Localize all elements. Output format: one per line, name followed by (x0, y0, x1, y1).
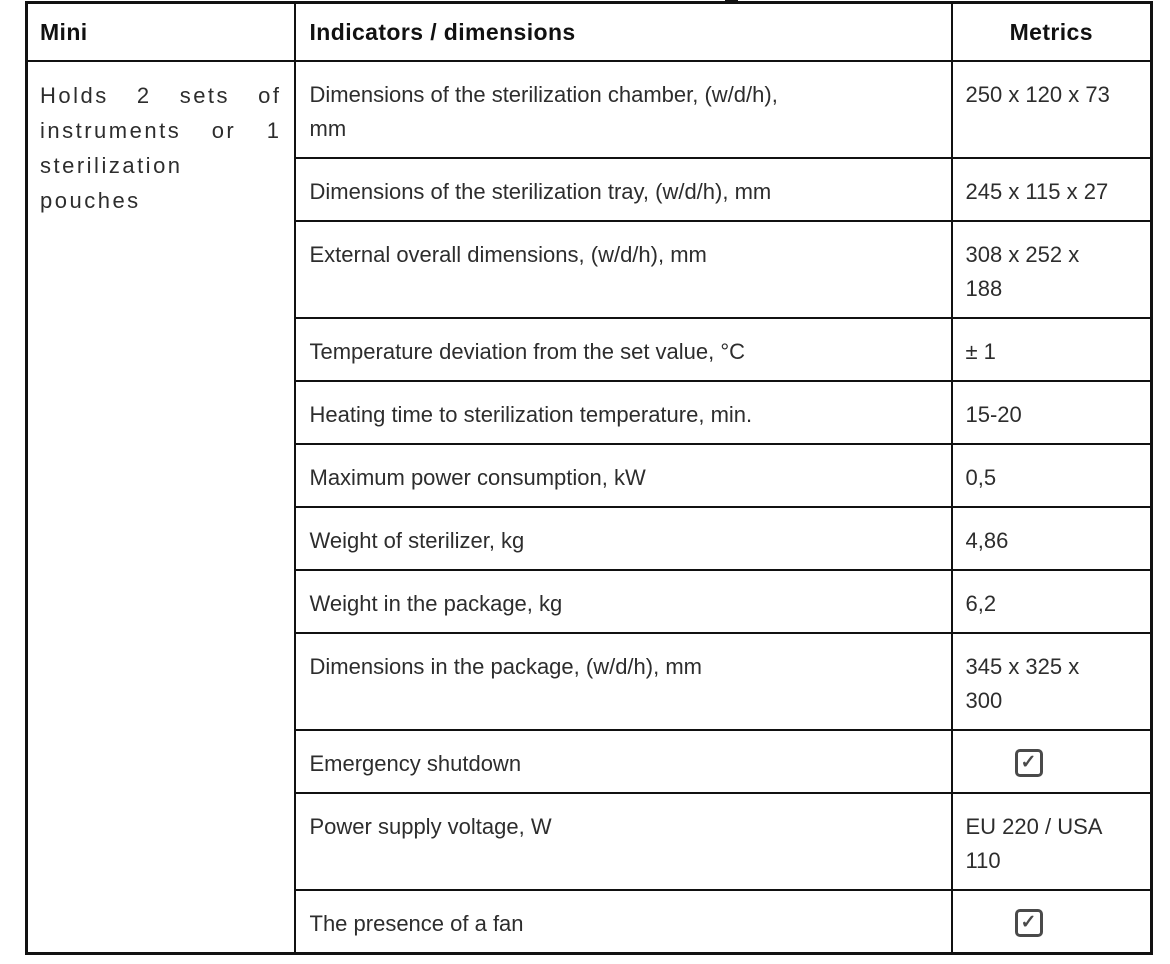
table-row: The presence of a fan ✓ (27, 889, 1153, 955)
table-row: Dimensions in the package, (w/d/h), mm 3… (27, 632, 1153, 731)
indicator-cell: Emergency shutdown (293, 729, 953, 794)
metric-value: 6,2 (965, 591, 997, 616)
metric-value: EU 220 / USA 110 (965, 814, 1102, 873)
metric-cell: 15-20 (950, 380, 1153, 445)
column-header-indicators: Indicators / dimensions (293, 1, 953, 62)
table-row: Heating time to sterilization temperatur… (27, 380, 1153, 445)
indicator-cell: Temperature deviation from the set value… (293, 317, 953, 382)
check-mark: ✓ (1020, 911, 1037, 933)
table-row: Maximum power consumption, kW 0,5 (27, 443, 1153, 508)
indicator-label: Weight in the package, kg (309, 591, 563, 616)
checkbox-checked-icon: ✓ (1014, 749, 1043, 777)
indicator-label: Weight of sterilizer, kg (309, 528, 525, 553)
metric-cell: ± 1 (950, 317, 1153, 382)
metric-cell: 6,2 (950, 569, 1153, 634)
indicator-cell: Heating time to sterilization temperatur… (293, 380, 953, 445)
table-row: Emergency shutdown ✓ (27, 729, 1153, 794)
spec-table-container: Mini Indicators / dimensions Metrics Hol… (25, 1, 1153, 955)
product-description-cell: Holds 2 sets of instruments or 1 sterili… (25, 60, 296, 955)
metric-cell: 0,5 (950, 443, 1153, 508)
indicator-label: Dimensions of the sterilization chamber,… (309, 82, 778, 141)
indicator-cell: The presence of a fan (293, 889, 953, 955)
metric-cell: ✓ (950, 889, 1153, 955)
table-row: Weight in the package, kg 6,2 (27, 569, 1153, 634)
metric-value: 15-20 (965, 402, 1022, 427)
metric-cell: 345 x 325 x 300 (950, 632, 1153, 731)
column-header-metrics: Metrics (950, 1, 1153, 62)
table-row: Weight of sterilizer, kg 4,86 (27, 506, 1153, 571)
indicator-cell: Power supply voltage, W (293, 792, 953, 891)
product-description: Holds 2 sets of instruments or 1 sterili… (40, 83, 282, 213)
indicator-label: External overall dimensions, (w/d/h), mm (309, 242, 707, 267)
metric-cell: EU 220 / USA 110 (950, 792, 1153, 891)
indicator-cell: Dimensions of the sterilization chamber,… (293, 60, 953, 159)
metric-value: 345 x 325 x 300 (965, 654, 1080, 713)
table-row: Power supply voltage, W EU 220 / USA 110 (27, 792, 1153, 891)
indicator-label: Maximum power consumption, kW (309, 465, 646, 490)
metric-cell: 250 x 120 x 73 (950, 60, 1153, 159)
indicator-label: Temperature deviation from the set value… (309, 339, 746, 364)
checkbox-checked-icon: ✓ (1014, 909, 1043, 937)
metric-cell: 4,86 (950, 506, 1153, 571)
indicator-label: Dimensions of the sterilization tray, (w… (309, 179, 772, 204)
spec-table: Mini Indicators / dimensions Metrics Hol… (25, 1, 1153, 955)
metric-value: 245 x 115 x 27 (965, 179, 1109, 204)
metric-value: 4,86 (965, 528, 1009, 553)
metric-cell: 308 x 252 x 188 (950, 220, 1153, 319)
spec-table-header: Mini Indicators / dimensions Metrics (25, 1, 1153, 62)
indicator-cell: Weight of sterilizer, kg (293, 506, 953, 571)
table-row: Holds 2 sets of instruments or 1 sterili… (25, 60, 1153, 955)
indicator-label: Power supply voltage, W (309, 814, 552, 839)
indicator-label: The presence of a fan (309, 911, 524, 936)
indicator-label: Heating time to sterilization temperatur… (309, 402, 753, 427)
indicator-cell: Dimensions of the sterilization tray, (w… (293, 157, 953, 222)
indicator-label: Dimensions in the package, (w/d/h), mm (309, 654, 703, 679)
metric-value: 250 x 120 x 73 (965, 82, 1110, 107)
metric-value: 308 x 252 x 188 (965, 242, 1080, 301)
indicator-cell: Maximum power consumption, kW (293, 443, 953, 508)
header-row: Mini Indicators / dimensions Metrics (25, 1, 1153, 62)
indicator-cell: Dimensions in the package, (w/d/h), mm (293, 632, 953, 731)
metric-cell: ✓ (950, 729, 1153, 794)
metric-cell: 245 x 115 x 27 (950, 157, 1153, 222)
table-row: External overall dimensions, (w/d/h), mm… (27, 220, 1153, 319)
metric-value: ± 1 (965, 339, 996, 364)
indicator-label: Emergency shutdown (309, 751, 522, 776)
indicator-cell: Weight in the package, kg (293, 569, 953, 634)
table-row: Dimensions of the sterilization tray, (w… (27, 157, 1153, 222)
metric-value: 0,5 (965, 465, 997, 490)
indicator-cell: External overall dimensions, (w/d/h), mm (293, 220, 953, 319)
spec-table-body: Holds 2 sets of instruments or 1 sterili… (25, 60, 1153, 955)
table-row: Temperature deviation from the set value… (27, 317, 1153, 382)
check-mark: ✓ (1020, 751, 1037, 773)
column-header-product: Mini (25, 1, 296, 62)
